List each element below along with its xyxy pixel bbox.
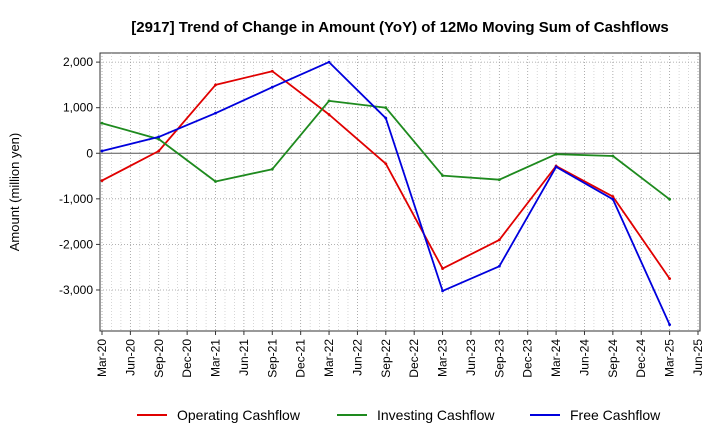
operating-cashflow-point — [327, 113, 331, 116]
investing-cashflow-point — [157, 137, 161, 141]
investing-cashflow-point — [554, 152, 558, 156]
series-lines — [100, 60, 672, 327]
free-cashflow-point — [214, 111, 217, 115]
investing-cashflow-point — [441, 174, 444, 177]
y-tick-label: -3,000 — [59, 283, 93, 297]
x-tick-label: Mar-21 — [209, 339, 223, 377]
x-tick-label: Mar-23 — [436, 339, 450, 377]
x-tick-label: Dec-20 — [180, 339, 194, 378]
x-tick-label: Jun-25 — [691, 339, 705, 376]
free-cashflow-point — [554, 165, 558, 169]
free-cashflow-point — [157, 135, 161, 139]
free-cashflow-point — [327, 60, 331, 64]
legend: Operating Cashflow Investing Cashflow Free… — [137, 407, 661, 423]
investing-cashflow-point — [214, 180, 217, 183]
y-tick-label: -1,000 — [59, 192, 93, 206]
x-tick-label: Sep-21 — [265, 339, 279, 378]
legend-label-operating-cashflow: Operating Cashflow — [177, 407, 301, 423]
x-tick-label: Sep-22 — [379, 339, 393, 378]
free-cashflow-point — [497, 264, 501, 268]
investing-cashflow-point — [384, 106, 388, 110]
operating-cashflow-point — [100, 179, 104, 183]
y-axis-label: Amount (million yen) — [7, 133, 22, 252]
operating-cashflow-point — [611, 195, 615, 198]
operating-cashflow-point — [497, 238, 501, 242]
investing-cashflow-point — [100, 121, 104, 125]
operating-cashflow-point — [157, 149, 161, 153]
x-tick-label: Jun-20 — [123, 339, 137, 376]
investing-cashflow-point — [611, 154, 615, 158]
investing-cashflow-point — [497, 178, 501, 182]
x-tick-label: Dec-22 — [407, 339, 421, 378]
x-tick-label: Jun-23 — [464, 339, 478, 376]
plot-area — [99, 52, 701, 332]
y-tick-label: 2,000 — [63, 55, 93, 69]
x-tick-label: Jun-21 — [237, 339, 251, 376]
legend-label-free-cashflow: Free Cashflow — [570, 407, 661, 423]
free-cashflow-point — [384, 116, 388, 120]
investing-cashflow-point — [668, 197, 672, 201]
x-tick-label: Mar-24 — [549, 339, 563, 377]
x-tick-label: Dec-24 — [634, 339, 648, 378]
x-tick-label: Sep-24 — [606, 339, 620, 378]
investing-cashflow-point — [270, 167, 274, 171]
operating-cashflow-point — [441, 267, 444, 270]
y-tick-label: -2,000 — [59, 237, 93, 251]
legend-label-investing-cashflow: Investing Cashflow — [377, 407, 495, 423]
x-tick-label: Mar-20 — [95, 339, 109, 377]
investing-cashflow-point — [327, 99, 331, 103]
x-tick-label: Sep-20 — [152, 339, 166, 378]
operating-cashflow-point — [384, 162, 388, 166]
chart-title: [2917] Trend of Change in Amount (YoY) o… — [131, 19, 669, 36]
x-tick-label: Sep-23 — [492, 339, 506, 378]
operating-cashflow-point — [214, 83, 217, 87]
x-tick-label: Jun-24 — [577, 339, 591, 376]
operating-cashflow-point — [270, 69, 274, 73]
grid-lines — [100, 53, 700, 331]
free-cashflow-point — [441, 289, 444, 293]
x-tick-labels: Mar-20 Jun-20 Sep-20 Dec-20 Mar-21 Jun-21 Sep-… — [95, 331, 705, 378]
x-tick-label: Mar-22 — [322, 339, 336, 377]
x-tick-label: Dec-21 — [294, 339, 308, 378]
free-cashflow-point — [611, 197, 615, 201]
y-tick-label: 1,000 — [63, 101, 93, 115]
y-tick-label: 0 — [86, 146, 93, 160]
free-cashflow-point — [668, 323, 672, 327]
free-cashflow-point — [100, 149, 104, 153]
x-tick-label: Mar-25 — [663, 339, 677, 377]
operating-cashflow-point — [668, 277, 672, 280]
free-cashflow-point — [270, 85, 274, 89]
x-tick-label: Jun-22 — [350, 339, 364, 376]
y-tick-labels: 2,000 1,000 0 -1,000 -2,000 -3,000 — [59, 55, 100, 297]
x-tick-label: Dec-23 — [521, 339, 535, 378]
